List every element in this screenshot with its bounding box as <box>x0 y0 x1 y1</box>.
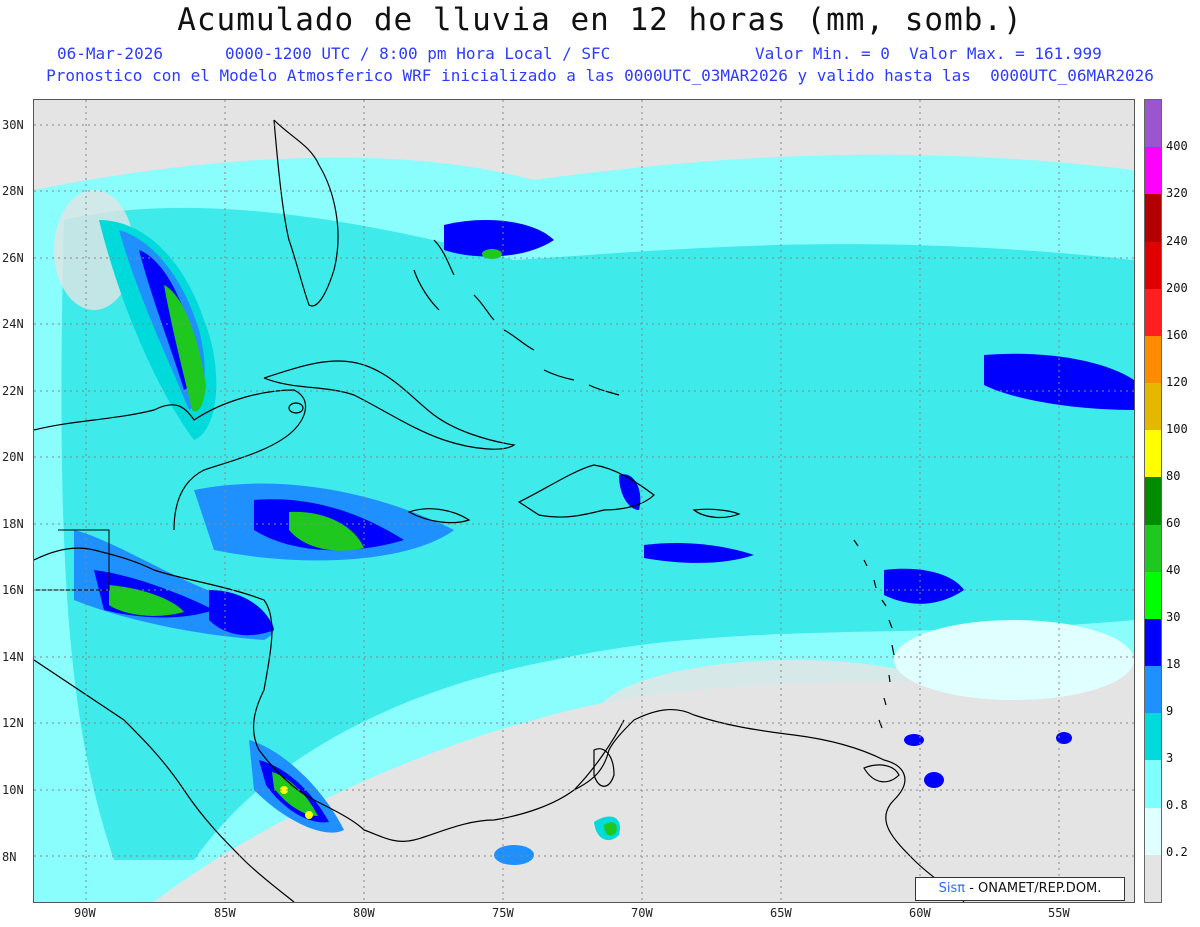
lon-label-80w: 80W <box>353 906 375 920</box>
colorbar-segment <box>1145 760 1161 809</box>
colorbar-tick-400: 400 <box>1166 139 1188 153</box>
model-info: Pronostico con el Modelo Atmosferico WRF… <box>46 66 1154 85</box>
credit-text: - ONAMET/REP.DOM. <box>969 881 1102 896</box>
colorbar-tick-320: 320 <box>1166 186 1188 200</box>
colorbar-tick-100: 100 <box>1166 422 1188 436</box>
graticule <box>34 100 1134 902</box>
map-canvas <box>34 100 1134 902</box>
lat-label-16n: 16N <box>2 583 24 597</box>
value-range: Valor Min. = 0 Valor Max. = 161.999 <box>755 44 1102 63</box>
lon-label-60w: 60W <box>909 906 931 920</box>
colorbar-segment <box>1145 524 1161 573</box>
lon-label-85w: 85W <box>214 906 236 920</box>
colorbar-tick-160: 160 <box>1166 328 1188 342</box>
credit-box: Sisπ - ONAMET/REP.DOM. <box>915 877 1125 901</box>
lat-label-14n: 14N <box>2 650 24 664</box>
lat-label-12n: 12N <box>2 716 24 730</box>
lat-label-28n: 28N <box>2 184 24 198</box>
forecast-date: 06-Mar-2026 <box>57 44 163 63</box>
colorbar-tick-30: 30 <box>1166 610 1181 624</box>
colorbar-tick-200: 200 <box>1166 281 1188 295</box>
colorbar-tick-0-2: 0.2 <box>1166 845 1188 859</box>
colorbar-tick-9: 9 <box>1166 704 1174 718</box>
colorbar-segment <box>1145 807 1161 856</box>
colorbar-segment <box>1145 288 1161 337</box>
colorbar <box>1144 99 1162 903</box>
sispi-logo: Sisπ <box>938 881 966 896</box>
colorbar-segment <box>1145 571 1161 620</box>
colorbar-segment <box>1145 713 1161 761</box>
lat-label-30n: 30N <box>2 118 24 132</box>
colorbar-tick-3: 3 <box>1166 751 1174 765</box>
map-title: Acumulado de lluvia en 12 horas (mm, som… <box>177 2 1023 38</box>
lat-label-10n: 10N <box>2 783 24 797</box>
colorbar-segment <box>1145 854 1161 903</box>
lat-label-26n: 26N <box>2 251 24 265</box>
colorbar-tick-40: 40 <box>1166 563 1181 577</box>
colorbar-tick-60: 60 <box>1166 516 1181 530</box>
colorbar-tick-240: 240 <box>1166 234 1188 248</box>
colorbar-segment <box>1145 335 1161 384</box>
forecast-period: 0000-1200 UTC / 8:00 pm Hora Local / SFC <box>225 44 611 63</box>
colorbar-tick-120: 120 <box>1166 375 1188 389</box>
colorbar-segment <box>1145 383 1161 431</box>
precip-shading <box>34 154 1134 902</box>
colorbar-segment <box>1145 194 1161 243</box>
lat-label-18n: 18N <box>2 517 24 531</box>
colorbar-segment <box>1145 618 1161 667</box>
lat-label-22n: 22N <box>2 384 24 398</box>
precipitation-map <box>33 99 1135 903</box>
lon-label-55w: 55W <box>1048 906 1070 920</box>
lat-label-8n: 8N <box>2 850 17 864</box>
lon-label-70w: 70W <box>631 906 653 920</box>
lon-label-75w: 75W <box>492 906 514 920</box>
lat-label-20n: 20N <box>2 450 24 464</box>
colorbar-segment <box>1145 241 1161 290</box>
colorbar-tick-18: 18 <box>1166 657 1181 671</box>
lat-label-24n: 24N <box>2 317 24 331</box>
colorbar-segment <box>1145 666 1161 714</box>
colorbar-segment <box>1145 430 1161 478</box>
colorbar-tick-80: 80 <box>1166 469 1181 483</box>
lon-label-65w: 65W <box>770 906 792 920</box>
colorbar-segment <box>1145 147 1161 195</box>
lon-label-90w: 90W <box>74 906 96 920</box>
colorbar-tick-0-8: 0.8 <box>1166 798 1188 812</box>
colorbar-segment <box>1145 100 1161 148</box>
colorbar-segment <box>1145 477 1161 526</box>
